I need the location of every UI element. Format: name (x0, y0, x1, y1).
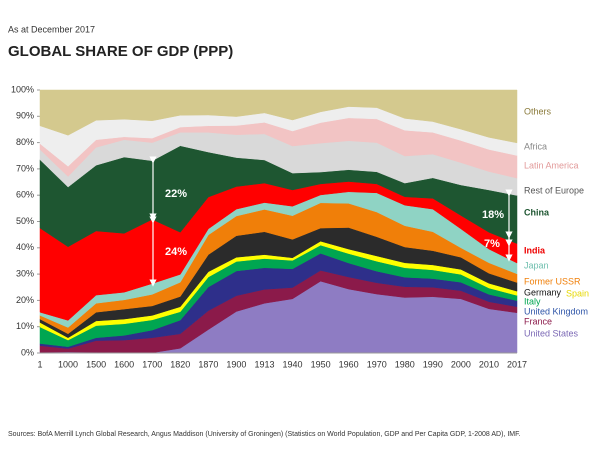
x-tick-label: 1950 (311, 359, 331, 369)
x-tick-label: 1900 (226, 359, 246, 369)
x-tick-label: 1 (37, 359, 42, 369)
x-tick-label: 1700 (142, 359, 162, 369)
legend-label: China (524, 207, 550, 217)
legend-label: Others (524, 106, 552, 116)
legend-label: Germany (524, 287, 562, 297)
source: Sources: BofA Merrill Lynch Global Resea… (8, 431, 521, 438)
x-tick-label: 2010 (479, 359, 499, 369)
x-tick-label: 1970 (367, 359, 387, 369)
x-tick-label: 2000 (451, 359, 471, 369)
legend-label: Spain (566, 288, 589, 298)
chart-subtitle: As at December 2017 (8, 24, 95, 34)
y-tick-label: 80% (16, 137, 34, 147)
x-tick-label: 1600 (114, 359, 134, 369)
legend-label: Latin America (524, 160, 579, 170)
legend-label: Rest of Europe (524, 185, 584, 195)
annotation: 7% (484, 238, 500, 250)
x-tick-label: 1990 (423, 359, 443, 369)
annotation: 18% (482, 209, 504, 221)
annotation: 24% (165, 246, 187, 258)
legend-label: India (524, 245, 546, 255)
y-tick-label: 10% (16, 321, 34, 331)
x-tick-label: 1820 (170, 359, 190, 369)
x-tick-label: 2017 (507, 359, 527, 369)
y-tick-label: 0% (21, 347, 34, 357)
annotation: 22% (165, 188, 187, 200)
legend-label: United States (524, 328, 579, 338)
legend-label: United Kingdom (524, 306, 588, 316)
area (39, 89, 518, 144)
x-tick-label: 1500 (86, 359, 106, 369)
x-tick-label: 1980 (395, 359, 415, 369)
legend-label: Africa (524, 141, 547, 151)
y-tick-label: 70% (16, 163, 34, 173)
y-tick-label: 50% (16, 216, 34, 226)
legend-label: Italy (524, 296, 541, 306)
x-tick-label: 1960 (339, 359, 359, 369)
y-tick-label: 90% (16, 111, 34, 121)
y-tick-label: 40% (16, 242, 34, 252)
y-tick-label: 60% (16, 190, 34, 200)
y-tick-label: 100% (11, 84, 34, 94)
x-tick-label: 1870 (198, 359, 218, 369)
x-tick-label: 1940 (283, 359, 303, 369)
y-tick-label: 30% (16, 268, 34, 278)
x-tick-label: 1000 (58, 359, 78, 369)
y-tick-label: 20% (16, 295, 34, 305)
x-tick-label: 1913 (254, 359, 274, 369)
legend-label: France (524, 316, 552, 326)
legend-label: Japan (524, 260, 549, 270)
legend-label: Former USSR (524, 276, 581, 286)
chart-title: GLOBAL SHARE OF GDP (PPP) (8, 43, 233, 60)
